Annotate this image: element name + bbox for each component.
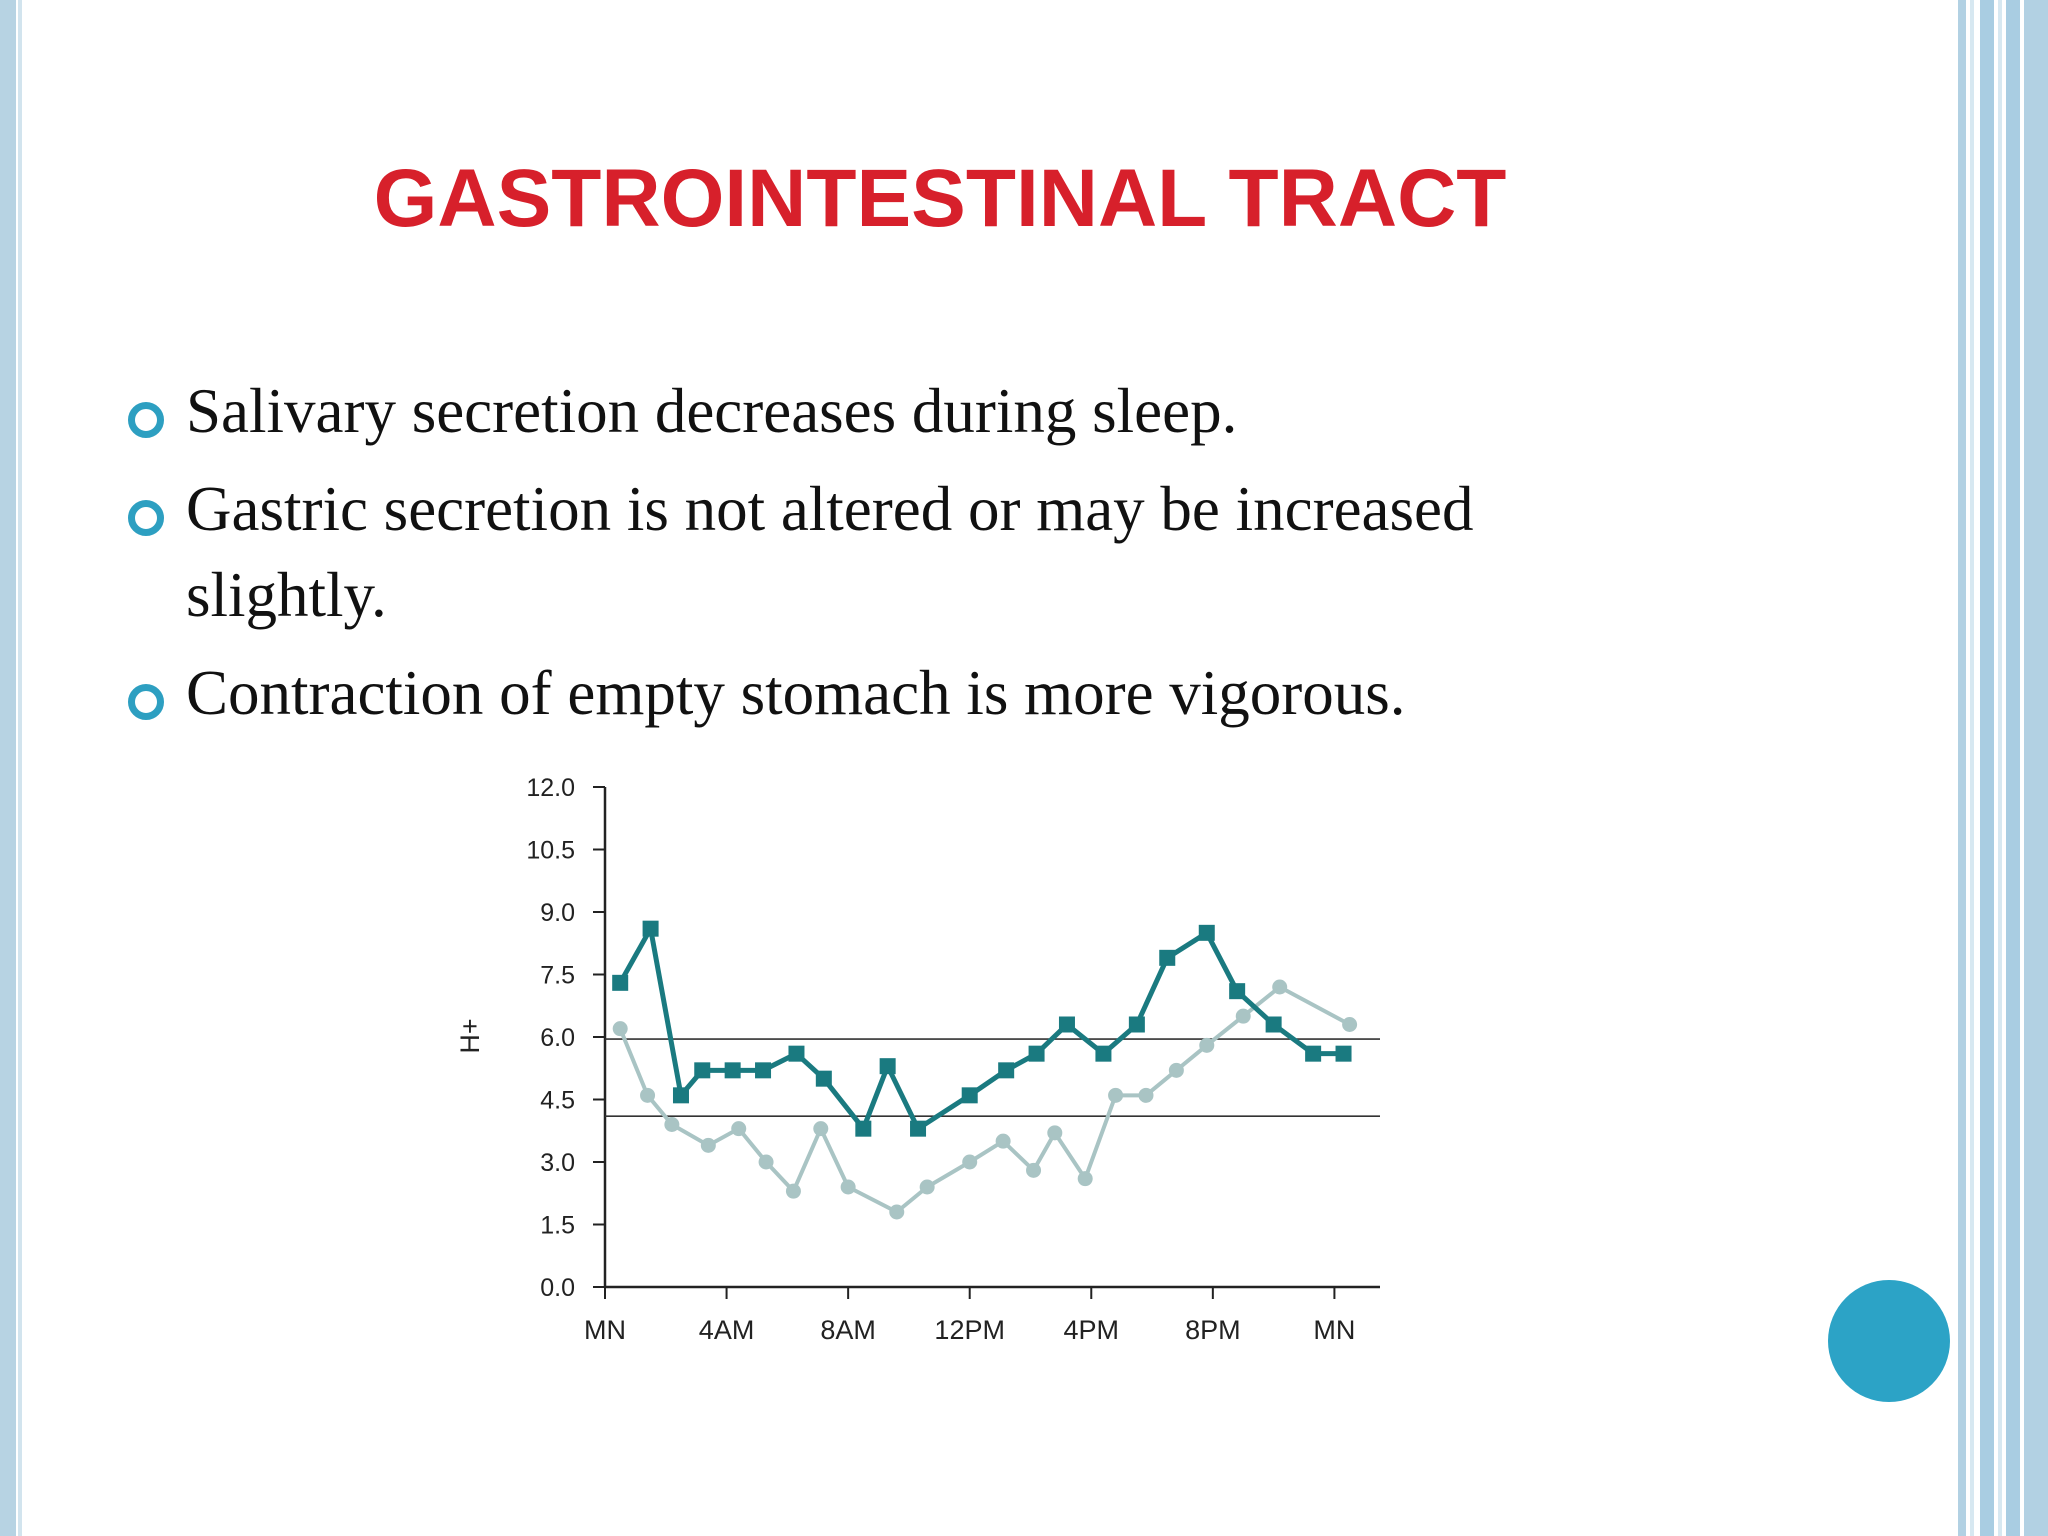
data-point [1047,1125,1063,1141]
right-border-stripe [2024,0,2048,1536]
series-line [618,926,1344,1132]
data-point [1028,1045,1045,1062]
right-border-stripe [1980,0,1994,1536]
data-point [1265,1016,1282,1033]
bullet-item-gastric: Gastric secretion is not altered or may … [186,474,1474,630]
x-tick-label: MN [584,1315,626,1345]
right-border-stripe [2006,0,2020,1536]
right-border-stripe [1970,0,1974,1536]
data-point [731,1121,747,1137]
data-point [1305,1045,1322,1062]
left-border-stripe [0,0,16,1536]
data-point [724,1062,741,1079]
chart: H+ 12.0 10.5 9.0 7.5 6.0 4.5 3.0 1.5 0.0 MN 4AM 8AM… [440,760,1400,1360]
data-point [1077,1171,1093,1187]
y-tick-label: 3.0 [540,1149,575,1177]
y-tick-label: 6.0 [540,1024,575,1052]
data-point [1159,949,1176,966]
data-point [1198,924,1215,941]
slide-title: GASTROINTESTINAL TRACT [373,153,1507,244]
data-point [1235,1008,1251,1024]
data-point [813,1121,829,1137]
data-point [1058,1016,1075,1033]
data-point [1168,1062,1184,1078]
data-point [642,920,659,937]
data-point [612,1021,628,1037]
line-chart: H+ 12.0 10.5 9.0 7.5 6.0 4.5 3.0 1.5 0.0 MN 4AM 8AM… [455,774,1380,1345]
decorative-circle-icon [1828,1280,1950,1402]
x-tick-label: 4PM [1064,1315,1120,1345]
data-point [879,1058,896,1075]
data-point [1272,979,1288,995]
data-point [1026,1162,1042,1178]
bullet-item-salivary: Salivary secretion decreases during slee… [186,376,1238,446]
x-tick-label: MN [1313,1315,1355,1345]
data-point [758,1154,774,1170]
data-point [962,1154,978,1170]
y-tick-label: 7.5 [540,962,575,990]
data-point [640,1087,656,1103]
data-point [1095,1045,1112,1062]
y-axis-label: H+ [455,1018,485,1053]
right-border-stripe [1958,0,1966,1536]
x-tick-label: 8PM [1185,1315,1241,1345]
y-tick-label: 12.0 [526,774,575,802]
data-point [1229,983,1246,1000]
bullet-hollow-circle-icon [128,402,164,438]
bullet-item-contraction: Contraction of empty stomach is more vig… [186,658,1406,728]
data-point [785,1183,801,1199]
y-tick-label: 4.5 [540,1087,575,1115]
bullet-list: Salivary secretion decreases during slee… [0,0,1700,760]
left-border-stripe-thin [18,0,22,1536]
x-tick-label: 8AM [820,1315,876,1345]
right-border-stripe [1998,0,2002,1536]
data-point [694,1062,711,1079]
bullet-hollow-circle-icon [128,500,164,536]
data-point [755,1062,772,1079]
data-point [998,1062,1015,1079]
data-point [672,1087,689,1104]
data-point [855,1120,872,1137]
data-point [1342,1017,1358,1032]
data-point [1138,1087,1154,1103]
x-tick-label: 12PM [934,1315,1005,1345]
data-point [1128,1016,1145,1033]
y-tick-label: 1.5 [540,1212,575,1240]
y-tick-label: 10.5 [526,837,575,865]
data-point [961,1087,978,1104]
bullet-hollow-circle-icon [128,684,164,720]
data-point [1199,1037,1215,1053]
data-point [788,1045,805,1062]
x-tick-label: 4AM [699,1315,755,1345]
y-tick-label: 9.0 [540,899,575,927]
data-point [995,1133,1011,1149]
data-point [840,1179,856,1195]
data-point [664,1117,680,1132]
data-point [815,1070,832,1087]
data-point [700,1137,716,1153]
data-point [1108,1087,1124,1103]
data-point [612,974,629,991]
data-point [1335,1045,1352,1062]
data-point [919,1179,935,1195]
data-point [889,1204,905,1220]
data-point [910,1120,927,1137]
y-tick-label: 0.0 [540,1274,575,1302]
